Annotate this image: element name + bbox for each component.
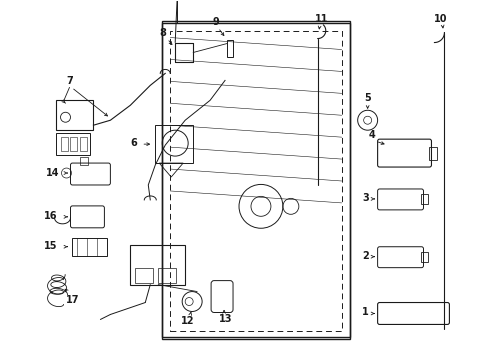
Text: 17: 17: [65, 294, 79, 305]
Text: 10: 10: [433, 14, 447, 24]
Text: 6: 6: [130, 138, 137, 148]
Text: 1: 1: [362, 307, 368, 318]
Text: 4: 4: [367, 130, 374, 140]
Bar: [155, 125, 193, 163]
Bar: [61, 137, 67, 151]
Bar: [130, 245, 185, 285]
Bar: [81, 137, 87, 151]
Bar: [162, 21, 349, 337]
Text: 16: 16: [44, 211, 57, 221]
Bar: [56, 100, 93, 130]
Bar: [70, 137, 77, 151]
Bar: [421, 194, 427, 204]
Text: 2: 2: [362, 251, 368, 261]
Text: 9: 9: [212, 17, 219, 27]
Text: 13: 13: [219, 314, 232, 324]
Text: 15: 15: [44, 241, 57, 251]
Bar: [56, 133, 90, 155]
Bar: [421, 252, 427, 262]
Bar: [162, 23, 349, 339]
Text: 7: 7: [66, 76, 73, 86]
Bar: [135, 268, 153, 283]
Bar: [81, 157, 88, 165]
Bar: [170, 31, 341, 332]
Text: 11: 11: [314, 14, 328, 24]
Bar: [158, 268, 176, 283]
Text: 3: 3: [362, 193, 368, 203]
Text: 8: 8: [160, 28, 166, 37]
Text: 14: 14: [46, 168, 59, 178]
Text: 5: 5: [364, 93, 370, 103]
Text: 12: 12: [181, 316, 195, 327]
Bar: [72, 238, 107, 256]
Bar: [428, 147, 437, 160]
Bar: [226, 40, 233, 58]
